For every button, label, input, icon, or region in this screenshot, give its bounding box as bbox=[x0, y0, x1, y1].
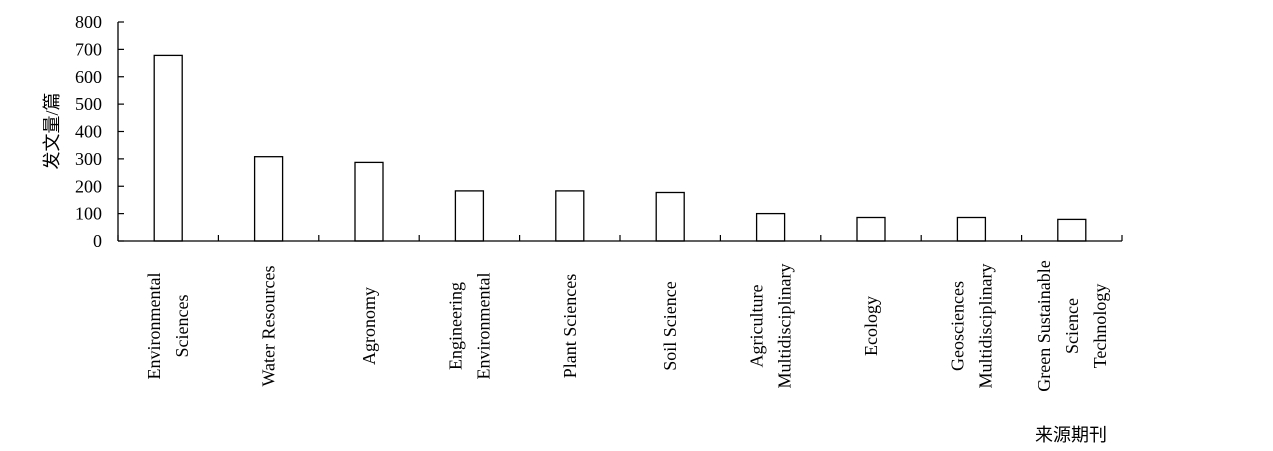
x-category-label-9-line-2: Technology bbox=[1090, 284, 1110, 369]
x-category-label-9: Green Sustainable Science Technology bbox=[1034, 260, 1110, 391]
x-category-label-4-line-0: Plant Sciences bbox=[560, 274, 580, 378]
y-tick-label-4: 400 bbox=[75, 122, 102, 142]
x-category-label-2: Agronomy bbox=[359, 287, 379, 365]
x-category-label-1-line-0: Water Resources bbox=[259, 266, 279, 387]
x-category-label-6-line-0: Agriculture bbox=[747, 285, 767, 368]
x-category-label-3-line-1: Environmental bbox=[473, 273, 493, 380]
bar-8 bbox=[956, 216, 987, 242]
bar-5 bbox=[655, 191, 685, 242]
axes-group bbox=[117, 21, 1123, 242]
bar-6 bbox=[755, 212, 786, 242]
x-axis-title: 来源期刊 bbox=[1035, 425, 1107, 445]
bar-1 bbox=[253, 156, 284, 242]
x-category-label-6-line-1: Multidisciplinary bbox=[775, 264, 795, 389]
y-tick-label-1: 100 bbox=[75, 204, 102, 224]
y-tick-label-7: 700 bbox=[75, 39, 102, 59]
x-category-label-0-line-1: Sciences bbox=[172, 295, 192, 358]
x-category-label-3: Engineering Environmental bbox=[445, 273, 493, 380]
x-category-label-8-line-0: Geosciences bbox=[947, 281, 967, 371]
x-category-label-9-line-1: Science bbox=[1062, 298, 1082, 354]
x-category-label-4: Plant Sciences bbox=[560, 274, 580, 378]
bars-group bbox=[153, 54, 1087, 242]
x-category-label-0-line-0: Environmental bbox=[144, 273, 164, 380]
x-category-label-5-line-0: Soil Science bbox=[660, 281, 680, 370]
x-category-label-8-line-1: Multidisciplinary bbox=[975, 264, 995, 389]
x-category-label-7-line-0: Ecology bbox=[861, 296, 881, 356]
x-category-label-2-line-0: Agronomy bbox=[359, 287, 379, 365]
x-category-label-5: Soil Science bbox=[660, 281, 680, 370]
bar-4 bbox=[555, 190, 585, 242]
x-category-label-9-line-0: Green Sustainable bbox=[1034, 260, 1054, 391]
x-category-label-7: Ecology bbox=[861, 296, 881, 356]
y-tick-label-8: 800 bbox=[75, 12, 102, 32]
y-tick-label-6: 600 bbox=[75, 67, 102, 87]
y-axis-title: 发文量/篇 bbox=[42, 92, 62, 169]
bar-7 bbox=[856, 216, 886, 242]
bar-2 bbox=[354, 161, 384, 242]
y-tick-label-2: 200 bbox=[75, 176, 102, 196]
bar-9 bbox=[1057, 218, 1087, 242]
x-category-label-8: Geosciences Multidisciplinary bbox=[947, 264, 995, 389]
x-category-label-6: Agriculture Multidisciplinary bbox=[747, 264, 795, 389]
y-tick-label-0: 0 bbox=[93, 231, 102, 251]
bar-3 bbox=[454, 190, 485, 242]
x-category-label-3-line-0: Engineering bbox=[445, 282, 465, 370]
x-category-label-1: Water Resources bbox=[259, 266, 279, 387]
x-category-labels: Environmental Sciences Water Resources Agro… bbox=[144, 260, 1110, 391]
y-tick-label-5: 500 bbox=[75, 94, 102, 114]
bar-0 bbox=[153, 54, 183, 242]
y-tick-labels: 0 100 200 300 400 500 600 700 800 bbox=[75, 12, 102, 251]
y-tick-label-3: 300 bbox=[75, 149, 102, 169]
x-category-label-0: Environmental Sciences bbox=[144, 273, 192, 380]
